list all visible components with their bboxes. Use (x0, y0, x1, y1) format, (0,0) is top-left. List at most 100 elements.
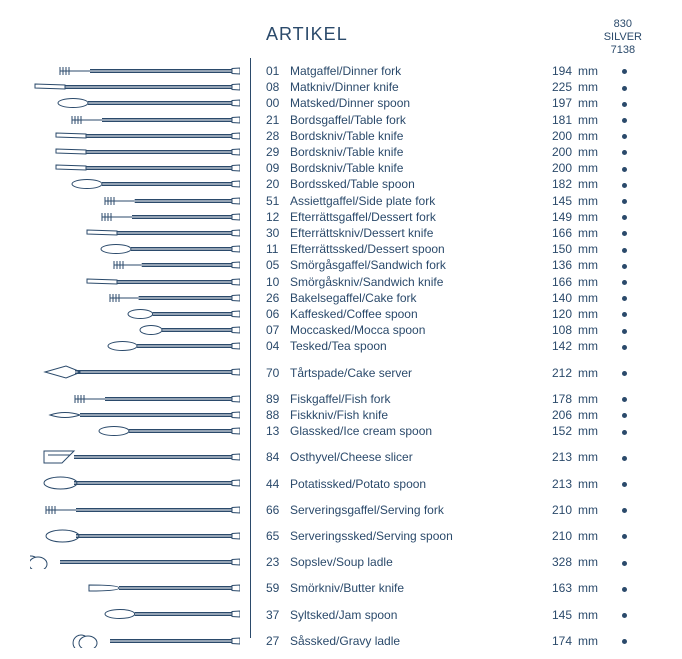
utensil-icon (30, 128, 240, 144)
item-size: 197 (514, 95, 578, 111)
item-code: 20 (266, 176, 290, 192)
item-code: 30 (266, 225, 290, 241)
utensil-icon (30, 449, 240, 465)
item-unit: mm (578, 338, 604, 354)
availability-dot (604, 160, 644, 176)
utensil-icon (30, 391, 240, 407)
item-name: Bordskniv/Table knife (290, 144, 514, 160)
utensil-icon (30, 225, 240, 241)
item-name: Bordsgaffel/Table fork (290, 112, 514, 128)
item-name: Efterrättsgaffel/Dessert fork (290, 209, 514, 225)
item-size: 120 (514, 306, 578, 322)
item-unit: mm (578, 176, 604, 192)
availability-dot (604, 209, 644, 225)
page-title: ARTIKEL (266, 24, 348, 45)
item-size: 178 (514, 391, 578, 407)
item-unit: mm (578, 502, 604, 518)
table-row: 11Efterrättssked/Dessert spoon150mm (266, 241, 644, 257)
item-unit: mm (578, 193, 604, 209)
item-size: 149 (514, 209, 578, 225)
utensil-icon (30, 606, 240, 622)
utensil-icon (30, 502, 240, 518)
utensil-icon (30, 160, 240, 176)
item-size: 145 (514, 193, 578, 209)
table-row: 01Matgaffel/Dinner fork194mm (266, 63, 644, 79)
item-name: Smörkniv/Butter knife (290, 580, 514, 596)
table-row: 09Bordskniv/Table knife200mm (266, 160, 644, 176)
item-name: Efterrättssked/Dessert spoon (290, 241, 514, 257)
item-unit: mm (578, 79, 604, 95)
utensil-icon (30, 290, 240, 306)
item-size: 328 (514, 554, 578, 570)
table-row: 84Osthyvel/Cheese slicer213mm (266, 449, 644, 465)
item-code: 37 (266, 607, 290, 623)
item-code: 26 (266, 290, 290, 306)
table-row: 00Matsked/Dinner spoon197mm (266, 95, 644, 111)
availability-dot (604, 554, 644, 570)
item-code: 08 (266, 79, 290, 95)
utensil-icon (30, 209, 240, 225)
availability-dot (604, 322, 644, 338)
item-size: 145 (514, 607, 578, 623)
table-row: 27Såssked/Gravy ladle174mm (266, 633, 644, 649)
item-unit: mm (578, 476, 604, 492)
item-name: Bordskniv/Table knife (290, 128, 514, 144)
item-unit: mm (578, 554, 604, 570)
availability-dot (604, 528, 644, 544)
item-name: Efterrättskniv/Dessert knife (290, 225, 514, 241)
item-name: Tårtspade/Cake server (290, 365, 514, 381)
item-code: 07 (266, 322, 290, 338)
availability-dot (604, 193, 644, 209)
item-code: 12 (266, 209, 290, 225)
utensil-icon (30, 63, 240, 79)
item-code: 65 (266, 528, 290, 544)
item-code: 44 (266, 476, 290, 492)
utensil-icon (30, 306, 240, 322)
item-size: 182 (514, 176, 578, 192)
item-size: 181 (514, 112, 578, 128)
item-size: 210 (514, 502, 578, 518)
item-name: Serveringssked/Serving spoon (290, 528, 514, 544)
table-row: 21Bordsgaffel/Table fork181mm (266, 112, 644, 128)
availability-dot (604, 449, 644, 465)
item-code: 89 (266, 391, 290, 407)
table-row: 66Serveringsgaffel/Serving fork210mm (266, 502, 644, 518)
item-name: Bordskniv/Table knife (290, 160, 514, 176)
item-name: Smörgåsgaffel/Sandwich fork (290, 257, 514, 273)
item-size: 142 (514, 338, 578, 354)
item-name: Matgaffel/Dinner fork (290, 63, 514, 79)
item-unit: mm (578, 391, 604, 407)
item-code: 27 (266, 633, 290, 649)
utensil-icon (30, 423, 240, 439)
table-row: 89Fiskgaffel/Fish fork178mm (266, 391, 644, 407)
availability-dot (604, 633, 644, 649)
table-row: 05Smörgåsgaffel/Sandwich fork136mm (266, 257, 644, 273)
column-header-silver: 830 SILVER 7138 (604, 18, 642, 57)
utensil-icon (30, 241, 240, 257)
table-row: 06Kaffesked/Coffee spoon120mm (266, 306, 644, 322)
table-row: 12Efterrättsgaffel/Dessert fork149mm (266, 209, 644, 225)
utensil-icon (30, 273, 240, 289)
table-row: 20Bordssked/Table spoon182mm (266, 176, 644, 192)
item-name: Glassked/Ice cream spoon (290, 423, 514, 439)
item-code: 66 (266, 502, 290, 518)
utensil-icon (30, 338, 240, 354)
item-name: Sopslev/Soup ladle (290, 554, 514, 570)
item-code: 00 (266, 95, 290, 111)
utensil-icon (30, 407, 240, 423)
utensil-icon (30, 554, 240, 570)
availability-dot (604, 423, 644, 439)
utensil-icon (30, 79, 240, 95)
table-row: 70Tårtspade/Cake server212mm (266, 365, 644, 381)
item-unit: mm (578, 209, 604, 225)
table-row: 37Syltsked/Jam spoon145mm (266, 607, 644, 623)
availability-dot (604, 338, 644, 354)
item-code: 59 (266, 580, 290, 596)
item-name: Potatissked/Potato spoon (290, 476, 514, 492)
item-name: Tesked/Tea spoon (290, 338, 514, 354)
item-code: 51 (266, 193, 290, 209)
item-name: Matkniv/Dinner knife (290, 79, 514, 95)
item-size: 166 (514, 274, 578, 290)
item-name: Fiskgaffel/Fish fork (290, 391, 514, 407)
item-unit: mm (578, 528, 604, 544)
